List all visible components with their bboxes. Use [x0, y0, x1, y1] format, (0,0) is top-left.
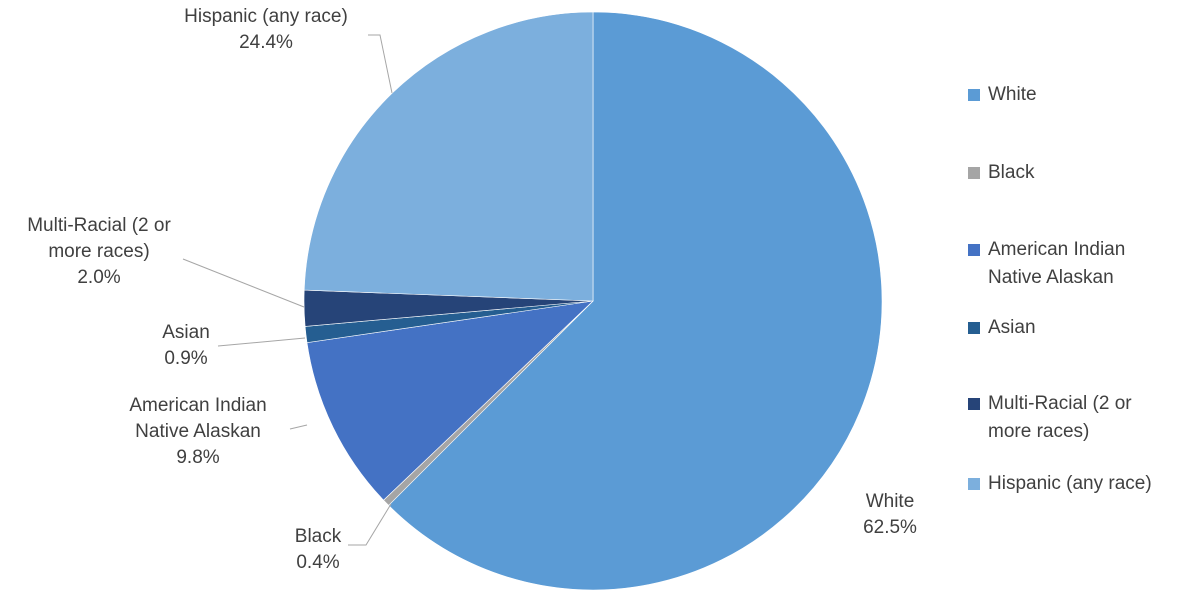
- legend-label-asian: Asian: [988, 317, 1036, 338]
- legend-item-hispanic-any-race: Hispanic (any race): [968, 473, 1152, 494]
- leader-line-black: [348, 503, 392, 546]
- legend-swatch-multi-racial-2-or-more-races: [968, 398, 980, 410]
- slice-white: [388, 11, 883, 590]
- data-label-asian: Asian 0.9%: [162, 322, 210, 369]
- legend-label-black: Black: [988, 162, 1035, 183]
- data-label-american-indian-native-alaskan: American Indian Native Alaskan 9.8%: [129, 395, 266, 468]
- legend-item-black: Black: [968, 162, 1035, 183]
- legend-swatch-black: [968, 167, 980, 179]
- data-label-multi-racial-2-or-more-races: Multi-Racial (2 or more races) 2.0%: [27, 215, 171, 288]
- legend-swatch-asian: [968, 322, 980, 334]
- leader-line-american-indian-native-alaskan: [289, 424, 308, 430]
- leader-line-hispanic-any-race: [368, 34, 393, 94]
- data-label-white: White 62.5%: [863, 491, 917, 538]
- leader-line-asian: [217, 337, 306, 347]
- slice-american-indian-native-alaskan: [306, 300, 594, 501]
- legend-swatch-white: [968, 89, 980, 101]
- data-label-black: Black 0.4%: [295, 526, 342, 573]
- legend-item-american-indian-native-alaskan: American Indian Native Alaskan: [968, 239, 1125, 288]
- leader-line-multi-racial-2-or-more-races: [182, 258, 305, 308]
- legend-label-american-indian-native-alaskan: American Indian Native Alaskan: [988, 239, 1125, 288]
- legend-label-white: White: [988, 84, 1037, 105]
- legend-item-asian: Asian: [968, 317, 1036, 338]
- legend-label-multi-racial-2-or-more-races: Multi-Racial (2 or more races): [988, 393, 1132, 442]
- leader-lines: [182, 34, 393, 546]
- pie-slices: [303, 11, 883, 590]
- legend-swatch-american-indian-native-alaskan: [968, 244, 980, 256]
- legend-swatch-hispanic-any-race: [968, 478, 980, 490]
- legend-item-white: White: [968, 84, 1037, 105]
- legend: White Black American Indian Native Alaskan A…: [968, 84, 1152, 494]
- data-label-hispanic-any-race: Hispanic (any race) 24.4%: [184, 6, 348, 53]
- legend-label-hispanic-any-race: Hispanic (any race): [988, 473, 1152, 494]
- slice-hispanic-any-race: [303, 11, 594, 302]
- data-labels: White 62.5% Black 0.4% American Indian Native…: [27, 6, 917, 573]
- legend-item-multi-racial-2-or-more-races: Multi-Racial (2 or more races): [968, 393, 1132, 442]
